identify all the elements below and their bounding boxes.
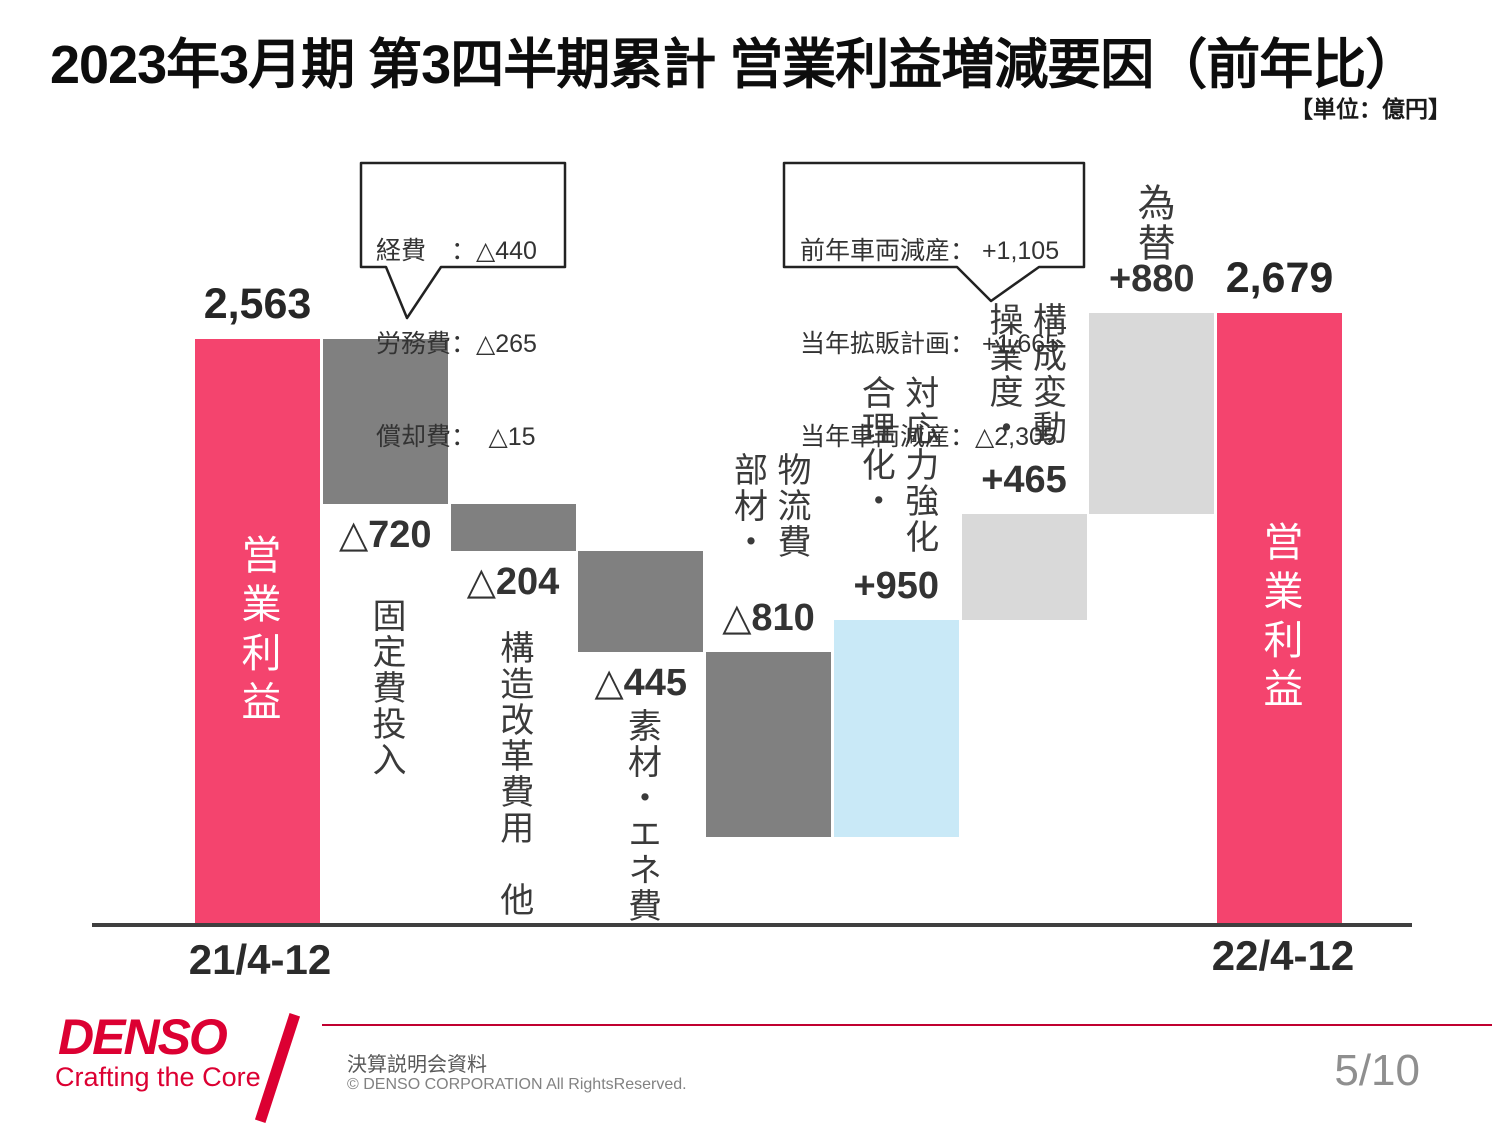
bar-inner-name-label: 営業利益	[1257, 521, 1302, 717]
callout-line: 当年拡販計画： +1,665	[800, 330, 1060, 358]
bar-固定費投入	[322, 339, 448, 504]
bar-value-label: +880	[1108, 258, 1195, 300]
callout-line: 償却費： △15	[376, 423, 536, 451]
bar-name-label: 固定費投入	[367, 598, 405, 779]
bar-name-label: 為替	[1131, 183, 1174, 264]
callout-line: 前年車両減産： +1,105	[800, 237, 1060, 265]
bar-素材・エネ費	[578, 551, 704, 652]
callout-line: 経費 ：△440	[376, 237, 537, 265]
callout-volume-mix: 前年車両減産： +1,105 当年拡販計画： +1,665 当年車両減産：△2,…	[800, 174, 1059, 515]
bar-value-label: △204	[466, 561, 560, 603]
callout-line: 労務費：△265	[376, 330, 537, 358]
bar-部材・物流費	[706, 652, 831, 837]
bar-value-label: △720	[338, 514, 432, 556]
denso-tagline: Crafting the Core	[55, 1062, 261, 1092]
bar-操業度・構成変動	[961, 514, 1087, 620]
x-axis-line	[92, 923, 1412, 927]
callout-fixed-cost-shape	[359, 161, 567, 320]
bar-inner-name-label: 営業利益	[235, 534, 280, 730]
bar-合理化・対応力強化	[833, 620, 959, 837]
bar-value-label: 2,679	[1225, 254, 1334, 302]
denso-logo: DENSO	[58, 1009, 228, 1065]
bar-name-label: 構造改革費用 他	[494, 630, 533, 919]
bar-value-label: +465	[981, 459, 1067, 501]
bar-name-label: 操業度・ 構成変動	[984, 302, 1066, 447]
bar-name-label: 部材・ 物流費	[728, 452, 811, 561]
page-title: 2023年3月期 第3四半期累計 営業利益増減要因（前年比）	[50, 35, 1419, 95]
footer-doc-title: 決算説明会資料	[347, 1054, 487, 1076]
footer-copyright: © DENSO CORPORATION All RightsReserved.	[347, 1076, 687, 1093]
bar-営業利益(前年): 営業利益	[195, 339, 320, 925]
bar-value-label: 2,563	[203, 280, 312, 328]
bar-value-label: △810	[722, 597, 815, 639]
bar-name-label: 素材・エネ費	[622, 708, 661, 925]
bar-為替	[1089, 313, 1215, 514]
bar-name-label: 合理化・ 対応力強化	[856, 375, 938, 556]
bar-営業利益(当年): 営業利益	[1217, 313, 1342, 925]
callout-volume-mix-shape	[782, 161, 1086, 303]
x-axis-label-prev-year: 21/4-12	[188, 936, 332, 983]
bar-構造改革費用 他	[450, 504, 576, 551]
unit-note: 【単位：億円】	[1290, 96, 1451, 122]
callout-fixed-cost: 経費 ：△440 労務費：△265 償却費： △15	[376, 174, 537, 515]
footer-rule	[322, 1024, 1492, 1026]
x-axis-label-current-year: 22/4-12	[1211, 932, 1355, 979]
bar-value-label: +950	[853, 565, 940, 607]
callout-line: 当年車両減産：△2,305	[800, 423, 1057, 451]
page-number: 5/10	[1334, 1046, 1420, 1095]
bar-value-label: △445	[594, 662, 688, 704]
